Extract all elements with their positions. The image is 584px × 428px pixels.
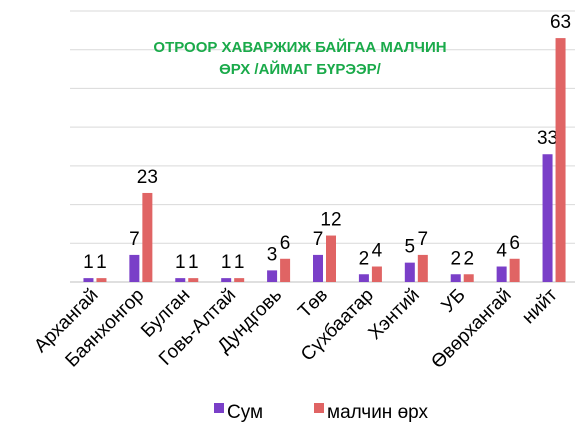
data-label: 63 xyxy=(550,12,571,33)
bar xyxy=(175,278,186,282)
bar xyxy=(404,262,415,282)
data-label: 5 xyxy=(405,237,416,258)
bar xyxy=(188,278,199,282)
bar xyxy=(496,266,507,282)
data-label: 23 xyxy=(137,167,158,188)
bar xyxy=(326,235,336,282)
data-label: 3 xyxy=(267,244,278,265)
bar xyxy=(142,192,153,282)
x-tick-label: УБ xyxy=(438,285,470,317)
bar xyxy=(221,278,232,282)
data-label: 1 xyxy=(83,252,94,273)
bar xyxy=(234,278,245,282)
data-label: 7 xyxy=(129,229,140,250)
legend-label: Сум xyxy=(227,402,263,423)
chart-title: ОТРООР ХАВАРЖИЖ БАЙГАА МАЛЧИН xyxy=(153,38,446,56)
bar xyxy=(280,258,291,282)
bar xyxy=(463,274,474,282)
data-label: 2 xyxy=(359,248,370,269)
bar xyxy=(371,266,382,282)
bar xyxy=(83,278,94,282)
data-label: 2 xyxy=(463,248,474,269)
data-label: 2 xyxy=(450,248,461,269)
legend-swatch xyxy=(314,403,324,413)
data-label: 1 xyxy=(96,252,107,273)
x-tick-label: Төв xyxy=(294,285,332,323)
bar xyxy=(555,38,566,282)
x-tick-label: Хэнтий xyxy=(365,285,424,344)
data-label: 33 xyxy=(537,128,558,149)
bar xyxy=(542,154,553,282)
data-label: 6 xyxy=(509,233,520,254)
legend-swatch xyxy=(214,403,224,413)
bar xyxy=(313,254,323,282)
data-label: 1 xyxy=(175,252,186,273)
data-label: 4 xyxy=(372,241,383,262)
data-label: 1 xyxy=(188,252,199,273)
bar xyxy=(358,274,369,282)
bar xyxy=(129,254,140,282)
legend-label: малчин өрх xyxy=(327,402,429,423)
data-label: 12 xyxy=(320,210,341,231)
data-label: 7 xyxy=(313,229,324,250)
data-label: 4 xyxy=(496,241,507,262)
data-label: 1 xyxy=(234,252,245,273)
bar xyxy=(450,274,461,282)
bar xyxy=(96,278,107,282)
data-label: 1 xyxy=(221,252,232,273)
data-label: 6 xyxy=(280,233,291,254)
x-tick-label: нийт xyxy=(518,284,562,328)
chart-title: ӨРХ /АЙМАГ БҮРЭЭР/ xyxy=(219,60,382,78)
bar xyxy=(417,254,428,282)
bar xyxy=(509,258,520,282)
bar xyxy=(267,270,278,282)
data-label: 7 xyxy=(418,229,429,250)
